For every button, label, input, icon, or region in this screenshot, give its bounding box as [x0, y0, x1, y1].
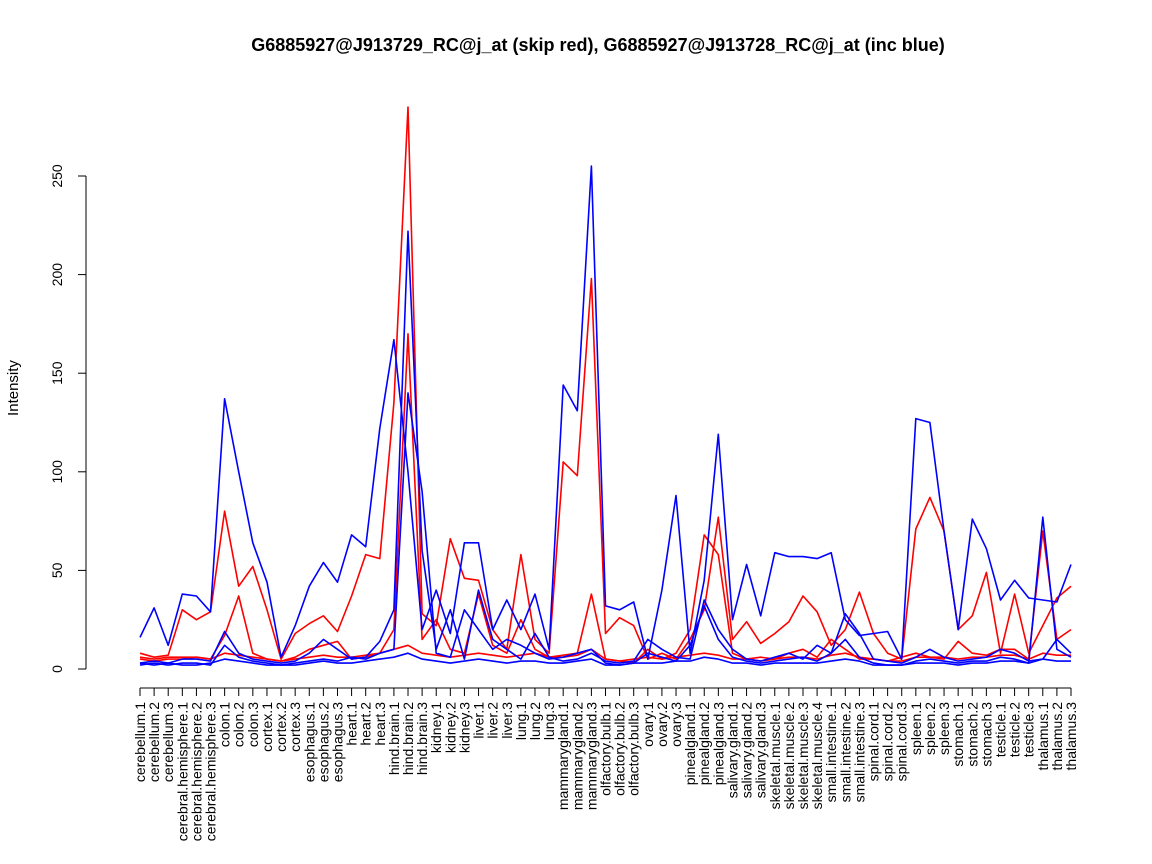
x-tick-label: cerebral.hemisphere.1: [174, 702, 190, 842]
y-tick-label: 100: [49, 460, 65, 484]
x-tick-label: spinal.cord.2: [880, 702, 896, 782]
x-tick-label: thalamus.1: [1035, 702, 1051, 771]
x-tick-label: spleen.3: [936, 702, 952, 755]
x-axis: cerebellum.1cerebellum.2cerebellum.3cere…: [132, 687, 1079, 842]
x-tick-label: liver.1: [471, 702, 487, 739]
y-tick-label: 50: [49, 562, 65, 578]
x-tick-label: kidney.2: [442, 702, 458, 753]
x-tick-label: ovary.1: [640, 702, 656, 747]
x-tick-label: colon.2: [231, 702, 247, 747]
x-tick-label: kidney.1: [428, 702, 444, 753]
x-tick-label: lung.1: [513, 702, 529, 740]
x-tick-label: thalamus.2: [1049, 702, 1065, 771]
x-tick-label: stomach.1: [950, 702, 966, 767]
series-line-inc-blue-4: [139, 652, 1071, 666]
series-group: [139, 106, 1072, 666]
x-tick-label: liver.2: [485, 702, 501, 739]
x-tick-label: hind.brain.3: [414, 702, 430, 775]
x-tick-label: cerebral.hemisphere.2: [188, 702, 204, 842]
x-tick-label: spleen.1: [908, 702, 924, 755]
x-tick-label: olfactory.bulb.3: [626, 702, 642, 796]
x-tick-label: spinal.cord.3: [894, 702, 910, 782]
x-tick-label: skeletal.muscle.3: [795, 702, 811, 810]
x-tick-label: olfactory.bulb.2: [612, 702, 628, 796]
x-tick-label: cerebellum.1: [132, 702, 148, 782]
x-tick-label: mammarygland.2: [569, 702, 585, 810]
x-tick-label: liver.3: [499, 702, 515, 739]
x-tick-label: cerebral.hemisphere.3: [203, 702, 219, 842]
series-line-inc-blue-2: [139, 230, 1072, 664]
x-tick-label: lung.3: [541, 702, 557, 740]
x-tick-label: spleen.2: [922, 702, 938, 755]
x-tick-label: salivary.gland.1: [724, 702, 740, 798]
y-axis-title: Intensity: [5, 360, 22, 416]
x-tick-label: esophagus.3: [329, 702, 345, 782]
x-tick-label: testicle.3: [1021, 702, 1037, 757]
y-tick-label: 250: [49, 164, 65, 188]
y-tick-label: 150: [49, 361, 65, 385]
x-tick-label: testicle.1: [992, 702, 1008, 757]
x-tick-label: esophagus.1: [301, 702, 317, 782]
x-tick-label: pinealgland.1: [682, 702, 698, 786]
x-tick-label: cortex.3: [287, 702, 303, 752]
y-axis: 0 50 100 150 200 250: [49, 164, 87, 673]
x-tick-label: skeletal.muscle.4: [809, 702, 825, 810]
x-tick-label: lung.2: [527, 702, 543, 740]
x-tick-label: skeletal.muscle.1: [767, 702, 783, 810]
x-tick-label: pinealgland.3: [710, 702, 726, 786]
x-tick-label: small.intestine.2: [837, 702, 853, 803]
series-line-inc-blue-1: [139, 165, 1072, 660]
x-tick-label: pinealgland.2: [696, 702, 712, 786]
x-tick-label: olfactory.bulb.1: [598, 702, 614, 796]
x-tick-label: hind.brain.2: [400, 702, 416, 775]
x-tick-label: thalamus.3: [1063, 702, 1079, 771]
series-line-inc-blue-3: [139, 392, 1072, 666]
x-tick-label: small.intestine.3: [851, 702, 867, 803]
x-tick-label: salivary.gland.2: [739, 702, 755, 798]
x-tick-label: stomach.3: [978, 702, 994, 767]
x-tick-label: ovary.2: [654, 702, 670, 747]
x-tick-label: cerebellum.3: [160, 702, 176, 782]
y-tick-label: 0: [49, 665, 65, 673]
x-tick-label: mammarygland.3: [583, 702, 599, 810]
x-tick-label: heart.3: [372, 702, 388, 746]
x-tick-label: cortex.2: [273, 702, 289, 752]
x-tick-label: cortex.1: [259, 702, 275, 752]
x-tick-label: ovary.3: [668, 702, 684, 747]
series-line-skip-red-1: [139, 106, 1072, 660]
x-tick-label: heart.1: [344, 702, 360, 746]
chart-title: G6885927@J913729_RC@j_at (skip red), G68…: [251, 35, 945, 55]
x-tick-label: stomach.2: [964, 702, 980, 767]
x-tick-label: hind.brain.1: [386, 702, 402, 775]
x-tick-label: cerebellum.2: [146, 702, 162, 782]
x-tick-label: spinal.cord.1: [866, 702, 882, 782]
x-tick-label: mammarygland.1: [555, 702, 571, 810]
x-tick-label: esophagus.2: [315, 702, 331, 782]
x-tick-label: salivary.gland.3: [753, 702, 769, 798]
x-tick-label: testicle.2: [1007, 702, 1023, 757]
x-tick-label: kidney.3: [456, 702, 472, 753]
x-tick-label: skeletal.muscle.2: [781, 702, 797, 810]
y-tick-label: 200: [49, 263, 65, 287]
x-tick-label: small.intestine.1: [823, 702, 839, 803]
x-tick-label: colon.3: [245, 702, 261, 747]
x-tick-label: heart.2: [358, 702, 374, 746]
x-tick-label: colon.1: [217, 702, 233, 747]
